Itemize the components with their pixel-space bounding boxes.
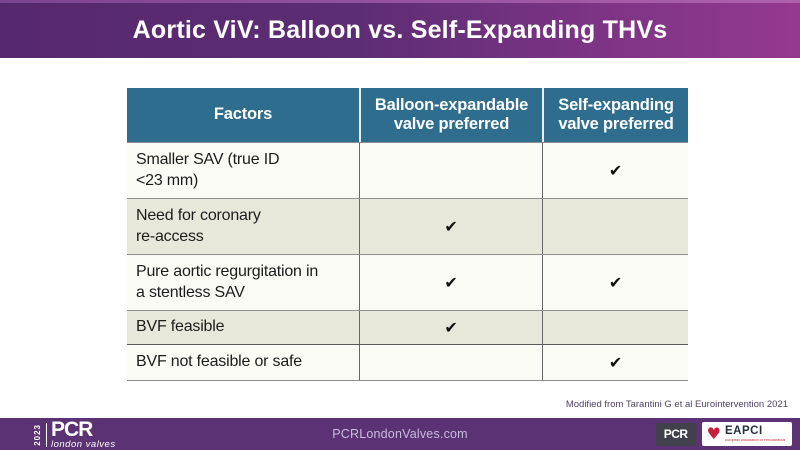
table-row: Need for coronary re-access ✔	[127, 198, 688, 254]
factor-cell: Smaller SAV (true ID <23 mm)	[136, 150, 280, 189]
table-row: Smaller SAV (true ID <23 mm) ✔	[127, 142, 688, 198]
eapci-logo-badge: ♥ EAPCI European Association of Percutan…	[701, 422, 792, 446]
table-row: BVF not feasible or safe ✔	[127, 344, 688, 380]
slide-header: Aortic ViV: Balloon vs. Self-Expanding T…	[0, 0, 800, 58]
self-check-cell	[542, 311, 688, 344]
table-row: Pure aortic regurgitation in a stentless…	[127, 254, 688, 310]
factor-cell: BVF not feasible or safe	[136, 353, 302, 371]
balloon-check-cell	[359, 143, 542, 198]
logo-brand-stack: PCR london valves	[51, 418, 116, 450]
pcr-logo-badge: PCR	[655, 422, 696, 446]
self-check-cell: ✔	[542, 255, 688, 310]
pcr-london-valves-logo: 2023 PCR london valves	[33, 418, 116, 450]
footer-badges: PCR ♥ EAPCI European Association of Perc…	[655, 422, 792, 446]
eapci-tagline: European Association of Percutaneous Car…	[725, 438, 785, 442]
factor-cell: Pure aortic regurgitation in a stentless…	[136, 262, 319, 301]
table-header-row: Factors Balloon-expandable valve preferr…	[127, 88, 688, 142]
column-header-self: Self-expanding valve preferred	[542, 88, 688, 142]
balloon-check-cell: ✔	[359, 311, 542, 344]
heart-icon: ♥	[706, 424, 721, 443]
column-header-balloon: Balloon-expandable valve preferred	[359, 88, 542, 142]
factor-cell: Need for coronary re-access	[136, 206, 261, 245]
logo-brand-text: PCR	[51, 418, 93, 441]
logo-divider	[46, 422, 47, 447]
column-header-factors: Factors	[213, 105, 273, 124]
table-row: BVF feasible ✔	[127, 310, 688, 344]
logo-brand-tagline: london valves	[51, 438, 116, 450]
source-attribution: Modified from Tarantini G et al Eurointe…	[565, 399, 788, 410]
self-check-cell: ✔	[542, 345, 688, 380]
balloon-check-cell	[359, 345, 542, 380]
balloon-check-cell: ✔	[359, 199, 542, 254]
self-check-cell: ✔	[542, 143, 688, 198]
eapci-label: EAPCI	[725, 425, 763, 437]
self-check-cell	[542, 199, 688, 254]
balloon-check-cell: ✔	[359, 255, 542, 310]
slide-footer: 2023 PCR london valves PCRLondonValves.c…	[0, 418, 800, 450]
slide-title: Aortic ViV: Balloon vs. Self-Expanding T…	[132, 15, 668, 44]
factor-cell: BVF feasible	[136, 318, 225, 336]
comparison-table: Factors Balloon-expandable valve preferr…	[127, 88, 688, 381]
eapci-text-stack: EAPCI European Association of Percutaneo…	[725, 425, 785, 442]
footer-website-text: PCRLondonValves.com	[332, 427, 468, 441]
